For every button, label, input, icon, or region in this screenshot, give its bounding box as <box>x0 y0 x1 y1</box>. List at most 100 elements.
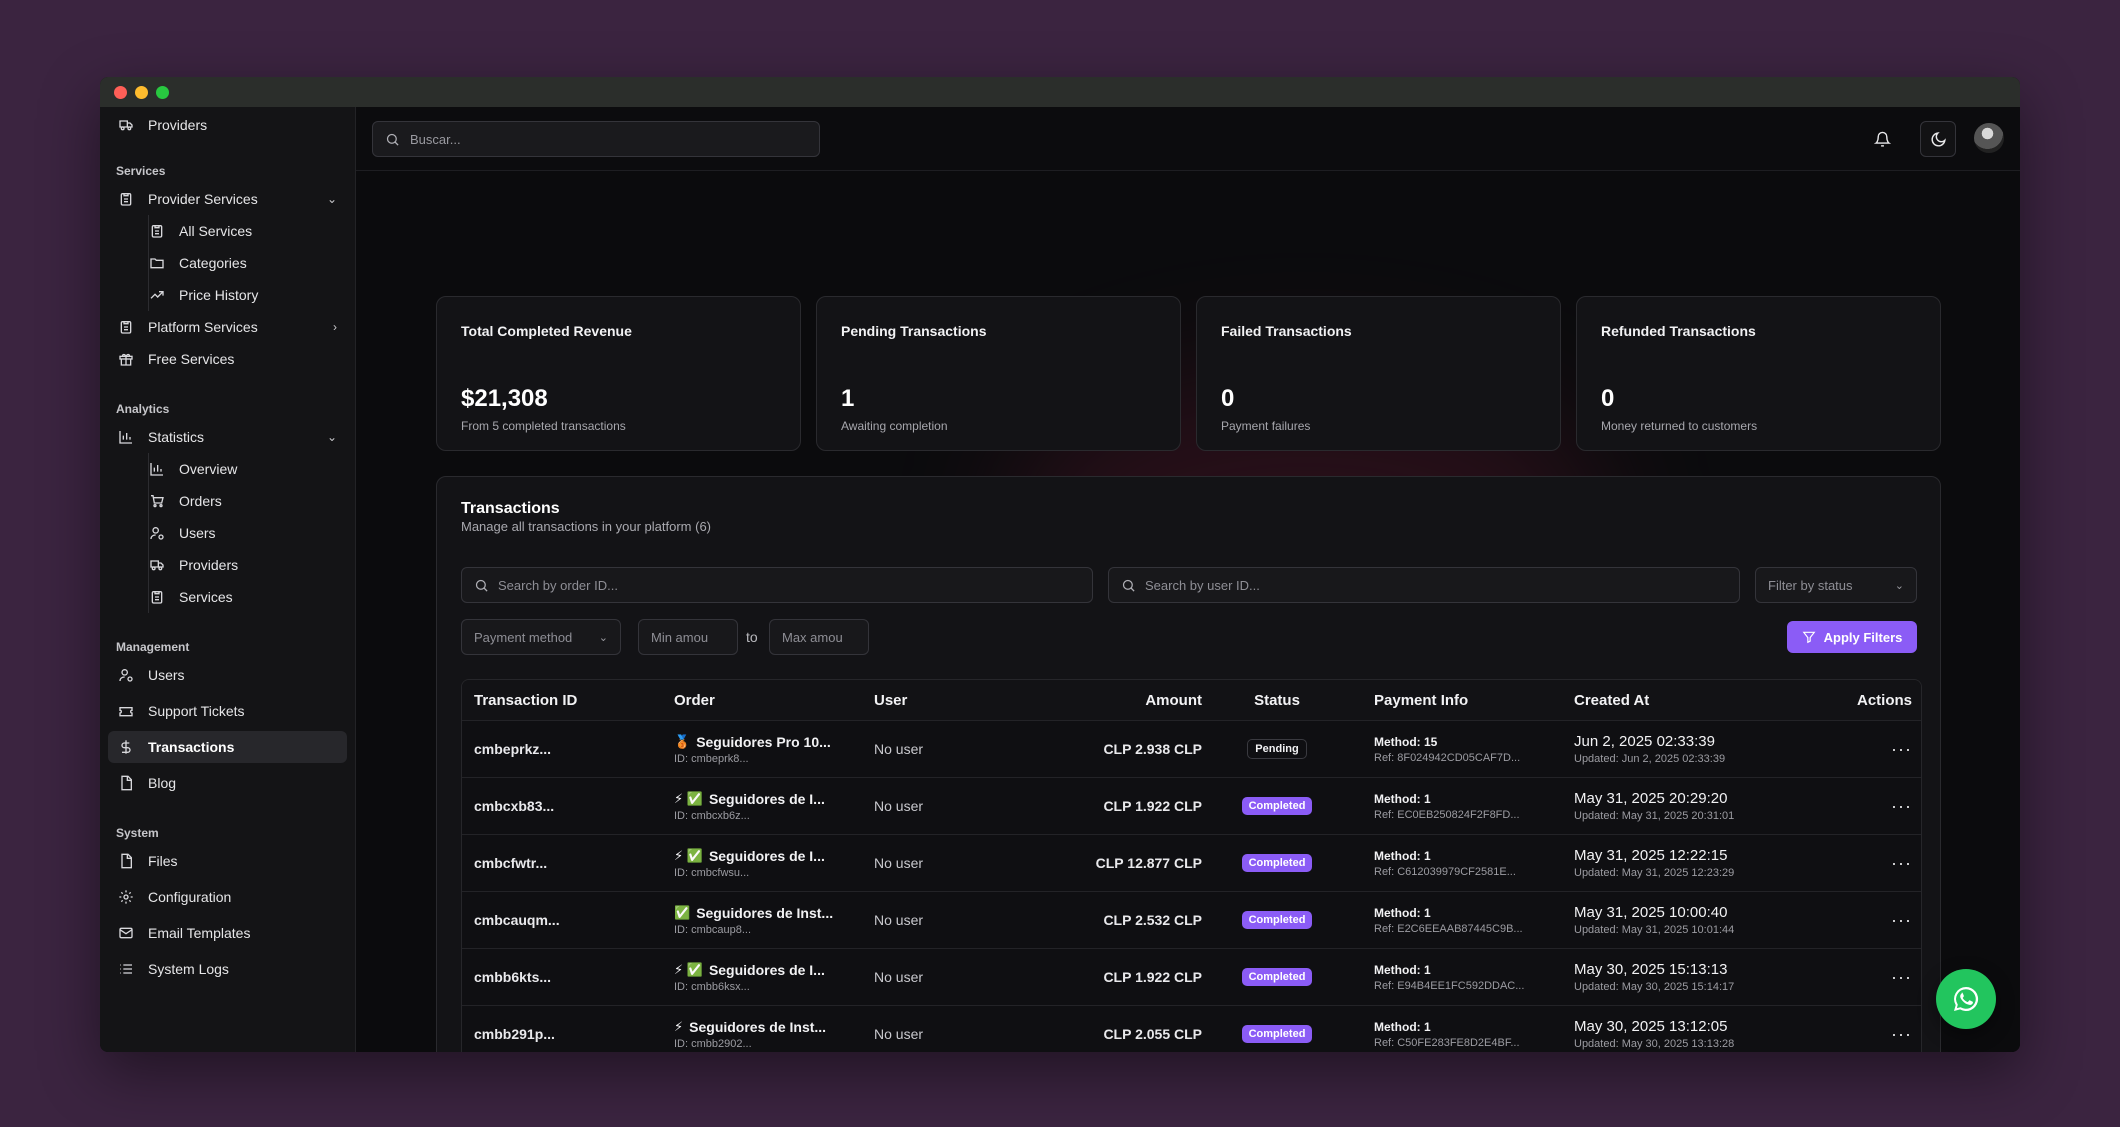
sidebar-subitem-categories[interactable]: Categories <box>149 247 347 279</box>
order-cell: 🥉 Seguidores Pro 10... ID: cmbeprk8... <box>674 721 864 777</box>
sidebar-item-email-templates[interactable]: Email Templates <box>108 917 347 949</box>
actions-cell: ··· <box>1822 892 1912 948</box>
user-cell: No user <box>874 912 924 928</box>
order-id: ID: cmbcfwsu... <box>674 866 750 879</box>
bar-chart-icon <box>118 429 134 445</box>
payment-method-label: Payment method <box>474 629 573 645</box>
sidebar-item-configuration[interactable]: Configuration <box>108 881 347 913</box>
sidebar-subitem-orders[interactable]: Orders <box>149 485 347 517</box>
whatsapp-chat-button[interactable] <box>1936 969 1996 1029</box>
table-row[interactable]: cmbb6kts... ⚡ ✅ Seguidores de I... ID: cm… <box>462 948 1921 1005</box>
folder-icon <box>149 255 165 271</box>
clipboard-icon <box>118 191 134 207</box>
column-header-status: Status <box>1254 691 1300 709</box>
close-window-button[interactable] <box>114 85 127 99</box>
sidebar-subitem-services[interactable]: Services <box>149 581 347 613</box>
status-cell: Completed <box>1222 892 1332 948</box>
trending-up-icon <box>149 287 165 303</box>
minimize-window-button[interactable] <box>135 85 148 99</box>
lightning-check-icon: ⚡ ✅ <box>674 790 703 806</box>
order-name: Seguidores de Inst... <box>689 1018 827 1035</box>
min-amount-input[interactable]: Min amou <box>638 619 738 655</box>
table-row[interactable]: cmbcfwtr... ⚡ ✅ Seguidores de I... ID: cm… <box>462 834 1921 891</box>
table-row[interactable]: cmbeprkz... 🥉 Seguidores Pro 10... ID: cm… <box>462 720 1921 777</box>
user-id-search-input[interactable]: Search by user ID... <box>1108 567 1740 603</box>
mail-icon <box>118 925 134 941</box>
more-actions-icon[interactable]: ··· <box>1891 910 1912 930</box>
column-header-payment-info: Payment Info <box>1374 691 1469 709</box>
sidebar-subitem-all-services[interactable]: All Services <box>149 215 347 247</box>
sidebar-item-files[interactable]: Files <box>108 845 347 877</box>
sidebar-subitem-providers[interactable]: Providers <box>149 549 347 581</box>
more-actions-icon[interactable]: ··· <box>1891 967 1912 987</box>
sidebar-item-platform-services[interactable]: Platform Services › <box>108 311 347 343</box>
amount-cell: CLP 2.532 CLP <box>1103 912 1202 928</box>
order-name: Seguidores Pro 10... <box>696 733 831 750</box>
sidebar-item-transactions[interactable]: Transactions <box>108 731 347 763</box>
created-at-cell: May 30, 2025 13:12:05 Updated: May 30, 2… <box>1574 1006 1814 1052</box>
more-actions-icon[interactable]: ··· <box>1891 1024 1912 1044</box>
sidebar-item-statistics[interactable]: Statistics ⌄ <box>108 421 347 453</box>
lightning-check-icon: ⚡ ✅ <box>674 847 703 863</box>
sidebar-item-providers[interactable]: Providers <box>108 109 347 141</box>
maximize-window-button[interactable] <box>156 85 169 99</box>
sidebar-item-system-logs[interactable]: System Logs <box>108 953 347 985</box>
avatar[interactable] <box>1974 123 2004 153</box>
clipboard-icon <box>118 319 134 335</box>
sidebar-item-support-tickets[interactable]: Support Tickets <box>108 695 347 727</box>
search-icon <box>474 578 498 593</box>
sidebar-item-provider-services[interactable]: Provider Services ⌄ <box>108 183 347 215</box>
max-amount-input[interactable]: Max amou <box>769 619 869 655</box>
section-label-services: Services <box>116 164 166 178</box>
table-header-row: Transaction ID Order User Amount Status … <box>462 680 1921 720</box>
sidebar-subitem-users[interactable]: Users <box>149 517 347 549</box>
payment-method-select[interactable]: Payment method ⌄ <box>461 619 621 655</box>
amount-cell: CLP 1.922 CLP <box>1103 969 1202 985</box>
global-search-input[interactable]: Buscar... <box>372 121 820 157</box>
more-actions-icon[interactable]: ··· <box>1891 853 1912 873</box>
search-placeholder: Buscar... <box>410 131 461 147</box>
status-cell: Pending <box>1222 721 1332 777</box>
stat-value: 1 <box>841 385 855 412</box>
apply-filters-button[interactable]: Apply Filters <box>1787 621 1917 653</box>
sidebar-subitem-overview[interactable]: Overview <box>149 453 347 485</box>
app-window: Providers Services Provider Services ⌄ A… <box>100 77 2020 1052</box>
more-actions-icon[interactable]: ··· <box>1891 739 1912 759</box>
check-icon: ✅ <box>674 904 691 920</box>
sidebar-item-blog[interactable]: Blog <box>108 767 347 799</box>
table-row[interactable]: cmbb291p... ⚡ Seguidores de Inst... ID: c… <box>462 1005 1921 1052</box>
clipboard-list-icon <box>149 223 165 239</box>
bar-chart-icon <box>149 461 165 477</box>
sidebar-item-label: Support Tickets <box>148 703 245 719</box>
table-row[interactable]: cmbcxb83... ⚡ ✅ Seguidores de I... ID: cm… <box>462 777 1921 834</box>
notifications-button[interactable] <box>1864 121 1900 157</box>
column-header-amount: Amount <box>1145 691 1202 709</box>
stat-subtitle: Awaiting completion <box>841 419 948 433</box>
transaction-id: cmbb291p... <box>474 1026 555 1042</box>
sidebar-item-users[interactable]: Users <box>108 659 347 691</box>
payment-method: Method: 1 <box>1374 848 1431 863</box>
theme-toggle-button[interactable] <box>1920 121 1956 157</box>
order-cell: ⚡ Seguidores de Inst... ID: cmbb2902... <box>674 1006 864 1052</box>
file-icon <box>118 853 134 869</box>
stat-value: 0 <box>1221 385 1235 412</box>
order-id-search-input[interactable]: Search by order ID... <box>461 567 1093 603</box>
status-badge: Completed <box>1241 968 1313 986</box>
order-cell: ⚡ ✅ Seguidores de I... ID: cmbb6ksx... <box>674 949 864 1005</box>
section-label-management: Management <box>116 640 190 654</box>
sidebar-item-label: Users <box>148 667 185 683</box>
status-filter-select[interactable]: Filter by status ⌄ <box>1755 567 1917 603</box>
sidebar-item-label: Provider Services <box>148 191 258 207</box>
min-amount-placeholder: Min amou <box>651 629 709 645</box>
updated-at: Updated: May 31, 2025 10:01:44 <box>1574 924 1735 936</box>
gift-icon <box>118 351 134 367</box>
more-actions-icon[interactable]: ··· <box>1891 796 1912 816</box>
column-header-created-at: Created At <box>1574 691 1650 709</box>
sidebar-item-free-services[interactable]: Free Services <box>108 343 347 375</box>
order-id: ID: cmbeprk8... <box>674 752 749 765</box>
stat-card-failed: Failed Transactions 0 Payment failures <box>1196 296 1561 451</box>
order-id: ID: cmbb2902... <box>674 1037 752 1050</box>
sidebar-subitem-price-history[interactable]: Price History <box>149 279 347 311</box>
table-row[interactable]: cmbcauqm... ✅ Seguidores de Inst... ID: c… <box>462 891 1921 948</box>
medal-icon: 🥉 <box>674 733 691 749</box>
